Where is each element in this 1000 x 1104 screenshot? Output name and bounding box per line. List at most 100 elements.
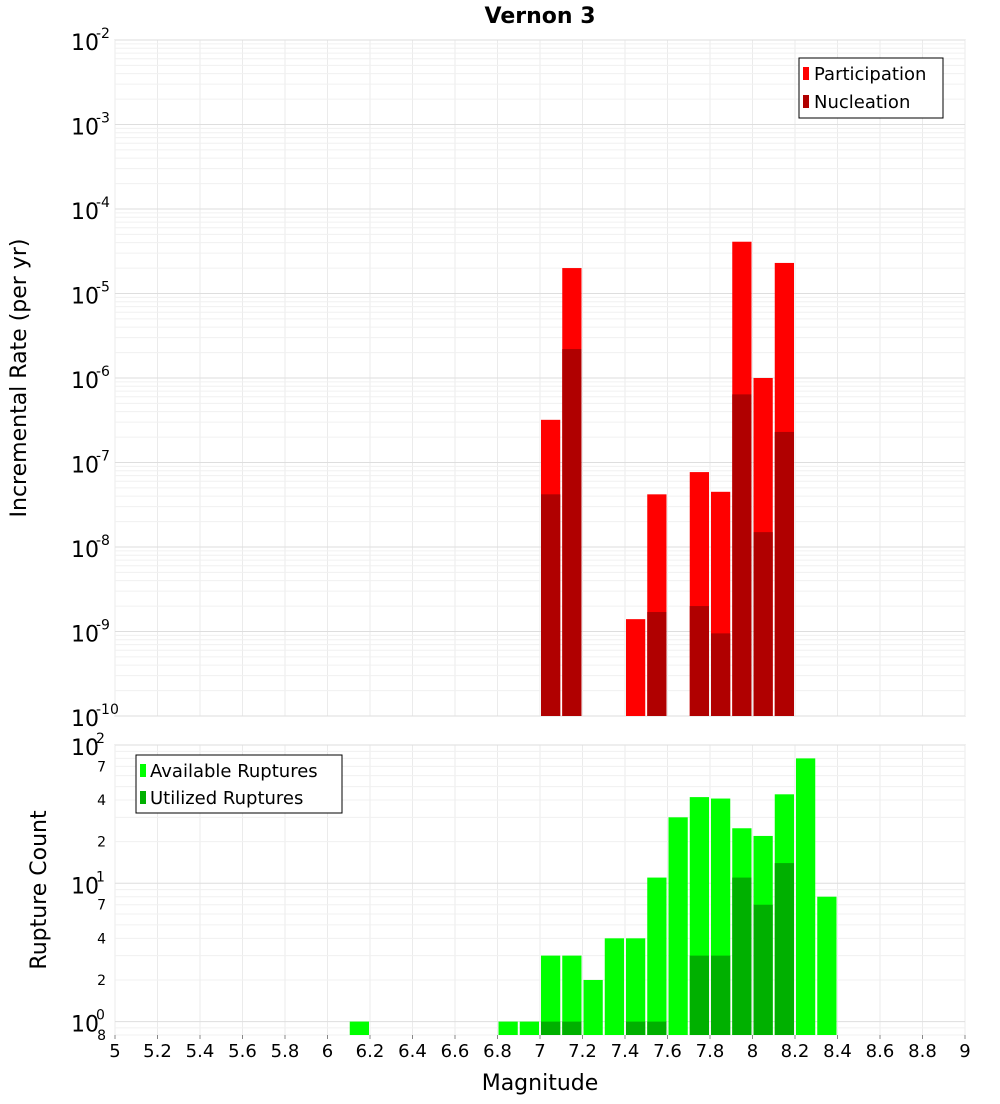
- rate-y-tick-exponent: -5: [96, 280, 110, 296]
- x-tick-label: 6.2: [356, 1041, 385, 1062]
- count-available-ruptures-bar: [604, 938, 624, 1035]
- count-available-ruptures-bar: [519, 1021, 539, 1035]
- count-y-minor-tick-label: 2: [97, 973, 106, 989]
- x-tick-label: 5.8: [271, 1041, 300, 1062]
- count-utilized-ruptures-bar: [562, 1021, 582, 1035]
- x-tick-label: 7: [534, 1041, 545, 1062]
- rate-y-tick-label: 10: [71, 116, 99, 141]
- count-y-tick-label: 10: [71, 1013, 99, 1038]
- count-legend: Available Ruptures Utilized Ruptures: [135, 754, 343, 814]
- rate-y-tick-label: 10: [71, 285, 99, 310]
- x-tick-label: 9: [959, 1041, 970, 1062]
- rate-nucleation-bar: [711, 633, 731, 716]
- count-utilized-ruptures-bar: [753, 904, 773, 1035]
- count-available-ruptures-bar: [626, 938, 646, 1035]
- count-utilized-ruptures-bar: [689, 955, 709, 1035]
- x-tick-label: 6.4: [398, 1041, 427, 1062]
- count-y-tick-exponent: 2: [96, 731, 105, 747]
- chart-title: Vernon 3: [485, 4, 596, 29]
- count-y-tick-label: 10: [71, 736, 99, 761]
- rate-y-tick-exponent: -2: [96, 26, 110, 42]
- rate-y-axis-label: Incremental Rate (per yr): [7, 239, 32, 518]
- rate-nucleation-bar: [562, 349, 582, 716]
- rate-y-tick-label: 10: [71, 200, 99, 225]
- count-available-ruptures-bar: [562, 955, 582, 1035]
- rate-y-tick-label: 10: [71, 538, 99, 563]
- rate-y-tick-exponent: -9: [96, 618, 110, 634]
- count-available-ruptures-bar: [668, 817, 688, 1035]
- rate-nucleation-bar: [541, 494, 561, 716]
- legend-label-participation: Participation: [814, 64, 926, 85]
- x-tick-label: 8.2: [781, 1041, 810, 1062]
- rate-nucleation-bar: [774, 431, 794, 716]
- count-available-ruptures-bar: [541, 955, 561, 1035]
- count-utilized-ruptures-bar: [647, 1021, 667, 1035]
- rate-y-tick-exponent: -10: [96, 702, 119, 718]
- count-y-tick-exponent: 1: [96, 869, 105, 885]
- x-tick-label: 7.6: [653, 1041, 682, 1062]
- rate-y-tick-exponent: -4: [96, 195, 110, 211]
- x-tick-label: 8.4: [823, 1041, 852, 1062]
- x-tick-label: 8: [747, 1041, 758, 1062]
- rate-y-tick-label: 10: [71, 623, 99, 648]
- rate-y-tick-label: 10: [71, 31, 99, 56]
- count-available-ruptures-bar: [349, 1021, 369, 1035]
- count-utilized-ruptures-bar: [626, 1021, 646, 1035]
- x-tick-label: 7.4: [611, 1041, 640, 1062]
- rate-nucleation-bar: [689, 606, 709, 716]
- count-available-ruptures-bar: [647, 877, 667, 1035]
- count-available-ruptures-bar: [817, 896, 837, 1035]
- count-utilized-ruptures-bar: [711, 955, 731, 1035]
- x-tick-label: 5.6: [228, 1041, 257, 1062]
- x-tick-label: 7.2: [568, 1041, 597, 1062]
- count-utilized-ruptures-bar: [541, 1021, 561, 1035]
- x-tick-label: 6.8: [483, 1041, 512, 1062]
- legend-swatch-utilized: [140, 791, 146, 804]
- count-utilized-ruptures-bar: [774, 863, 794, 1035]
- count-y-minor-tick-label: 7: [97, 898, 106, 914]
- x-tick-label: 5: [109, 1041, 120, 1062]
- count-y-axis-label: Rupture Count: [27, 810, 52, 970]
- x-tick-label: 7.8: [696, 1041, 725, 1062]
- count-y-minor-tick-label: 8: [97, 1028, 106, 1044]
- count-y-tick-exponent: 0: [96, 1008, 105, 1024]
- count-y-minor-tick-label: 4: [97, 931, 106, 947]
- rate-y-tick-exponent: -3: [96, 111, 110, 127]
- count-y-minor-tick-label: 7: [97, 759, 106, 775]
- x-tick-label: 8.6: [866, 1041, 895, 1062]
- rate-y-tick-label: 10: [71, 707, 99, 732]
- legend-swatch-nucleation: [803, 95, 809, 108]
- legend-label-utilized: Utilized Ruptures: [150, 788, 303, 809]
- x-tick-label: 6.6: [441, 1041, 470, 1062]
- legend-swatch-participation: [803, 67, 809, 80]
- rate-legend: Participation Nucleation: [798, 57, 944, 119]
- count-utilized-ruptures-bar: [732, 877, 752, 1035]
- rate-nucleation-bar: [753, 532, 773, 716]
- x-axis-label: Magnitude: [482, 1071, 599, 1096]
- rate-nucleation-bar: [647, 612, 667, 716]
- x-tick-label: 5.4: [186, 1041, 215, 1062]
- legend-swatch-available: [140, 764, 146, 777]
- x-tick-label: 8.8: [908, 1041, 937, 1062]
- rate-y-tick-exponent: -6: [96, 364, 110, 380]
- legend-label-nucleation: Nucleation: [814, 92, 910, 113]
- x-tick-label: 5.2: [143, 1041, 172, 1062]
- rate-participation-bar: [626, 619, 646, 716]
- rate-y-tick-label: 10: [71, 454, 99, 479]
- x-tick-label: 6: [322, 1041, 333, 1062]
- count-y-minor-tick-label: 4: [97, 793, 106, 809]
- legend-label-available: Available Ruptures: [150, 761, 318, 782]
- count-y-tick-label: 10: [71, 874, 99, 899]
- rate-nucleation-bar: [732, 394, 752, 716]
- rate-y-tick-exponent: -7: [96, 449, 110, 465]
- rate-y-tick-exponent: -8: [96, 533, 110, 549]
- count-available-ruptures-bar: [796, 758, 816, 1035]
- count-available-ruptures-bar: [583, 979, 603, 1035]
- rate-y-tick-label: 10: [71, 369, 99, 394]
- count-available-ruptures-bar: [498, 1021, 518, 1035]
- count-y-minor-tick-label: 2: [97, 835, 106, 851]
